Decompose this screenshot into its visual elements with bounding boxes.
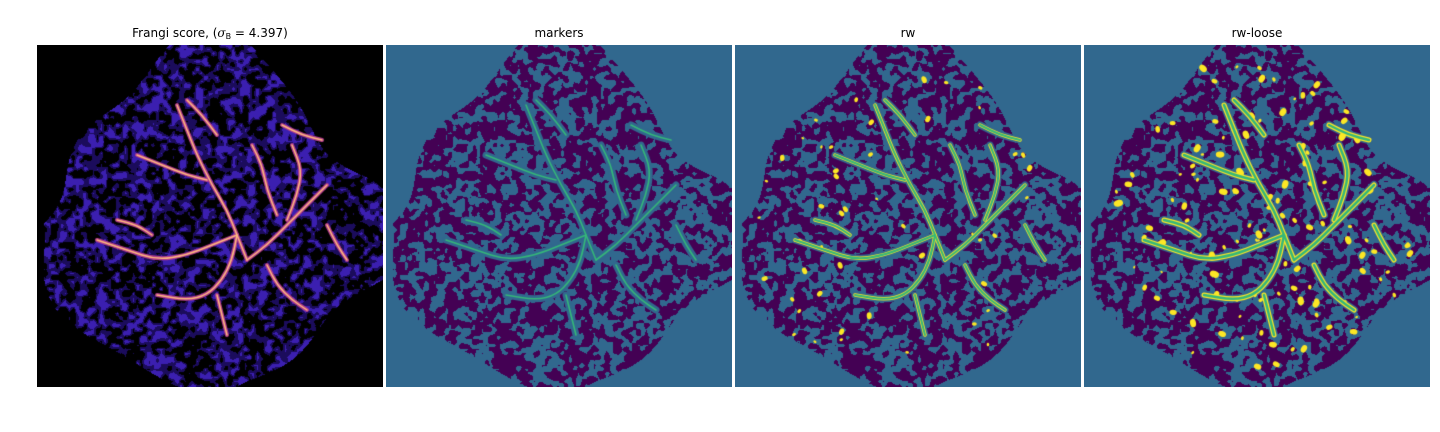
rw-panel: rw bbox=[735, 26, 1081, 387]
rw-image bbox=[735, 45, 1081, 387]
rw-panel-title: rw bbox=[900, 26, 916, 40]
rw-loose-panel: rw-loose bbox=[1084, 26, 1430, 387]
rw-loose-image bbox=[1084, 45, 1430, 387]
frangi-panel-title: Frangi score, (σB = 4.397) bbox=[132, 26, 288, 41]
frangi-panel: Frangi score, (σB = 4.397) bbox=[37, 26, 383, 387]
markers-panel-title: markers bbox=[534, 26, 584, 40]
markers-image bbox=[386, 45, 732, 387]
frangi-score-image bbox=[37, 45, 383, 387]
rw-loose-panel-title: rw-loose bbox=[1231, 26, 1283, 40]
markers-panel: markers bbox=[386, 26, 732, 387]
